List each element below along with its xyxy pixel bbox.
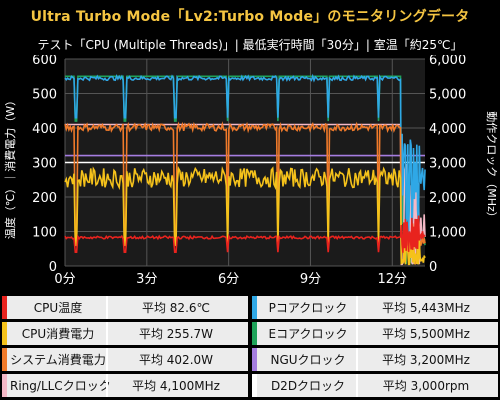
legend-series-name: Eコアクロック xyxy=(268,327,348,341)
legend-swatch xyxy=(252,322,257,345)
legend: CPU温度 平均 82.6℃ CPU消費電力 平均 255.7W システム消費電力 平均 … xyxy=(0,296,500,400)
series-line-CPU消費電力 xyxy=(64,165,426,266)
legend-series-average: 平均 82.6℃ xyxy=(141,301,210,315)
legend-swatch xyxy=(252,348,257,371)
legend-series-average: 平均 5,500MHz xyxy=(382,327,470,341)
x-tick-label: 12分 xyxy=(377,272,407,287)
legend-series-name: NGUクロック xyxy=(270,353,346,367)
legend-series-average: 平均 3,200MHz xyxy=(382,353,470,367)
series-line-CPU温度 xyxy=(64,215,426,253)
y-right-tick-label: 6,000 xyxy=(429,55,466,68)
legend-swatch xyxy=(2,374,7,397)
legend-series-average: 平均 5,443MHz xyxy=(382,301,470,315)
x-tick-label: 3分 xyxy=(136,272,157,287)
y-left-tick-label: 600 xyxy=(32,55,57,68)
legend-entry: NGUクロック 平均 3,200MHz xyxy=(252,348,498,372)
y-axis-right-label: 動作クロック（MHz） xyxy=(485,111,499,223)
chart-title: Ultra Turbo Mode「Lv2:Turbo Mode」のモニタリングデ… xyxy=(30,9,470,25)
legend-entry: D2Dクロック 平均 3,000rpm xyxy=(252,374,498,398)
legend-entry: Eコアクロック 平均 5,500MHz xyxy=(252,322,498,346)
y-right-tick-label: 2,000 xyxy=(429,191,466,206)
legend-swatch xyxy=(252,296,257,319)
legend-entry: Ring/LLCクロック 平均 4,100MHz xyxy=(2,374,248,398)
legend-separator xyxy=(106,374,108,397)
y-left-tick-label: 100 xyxy=(32,226,57,241)
legend-entry: CPU消費電力 平均 255.7W xyxy=(2,322,248,346)
y-left-tick-label: 200 xyxy=(32,191,57,206)
legend-entry: CPU温度 平均 82.6℃ xyxy=(2,296,248,320)
legend-entry: Pコアクロック 平均 5,443MHz xyxy=(252,296,498,320)
y-right-tick-label: 4,000 xyxy=(429,122,466,137)
legend-separator xyxy=(356,296,358,319)
series-line-システム消費電力 xyxy=(64,121,426,266)
legend-series-average: 平均 255.7W xyxy=(138,327,214,341)
y-left-tick-label: 500 xyxy=(32,88,57,103)
legend-separator xyxy=(356,322,358,345)
legend-separator xyxy=(106,348,108,371)
legend-series-name: Pコアクロック xyxy=(268,301,348,315)
legend-swatch xyxy=(2,296,7,319)
legend-series-average: 平均 4,100MHz xyxy=(132,379,220,393)
series-line-Pコアクロック xyxy=(64,73,426,237)
line-chart: 0 100 200 300 400 500 600 0 1,000 2,000 3,000 4,00… xyxy=(3,55,499,287)
legend-series-average: 平均 3,000rpm xyxy=(382,379,470,393)
y-right-tick-label: 0 xyxy=(429,260,437,275)
legend-separator xyxy=(356,348,358,371)
y-axis-left-label: 温度（℃）｜消費電力（W） xyxy=(3,95,17,239)
legend-series-name: CPU消費電力 xyxy=(21,327,95,341)
legend-separator xyxy=(106,296,108,319)
y-right-tick-label: 3,000 xyxy=(429,157,466,172)
chart-subtitle: テスト「CPU (Multiple Threads)」| 最低実行時間「30分」… xyxy=(37,38,463,52)
y-left-tick-label: 0 xyxy=(49,260,57,275)
y-right-tick-label: 1,000 xyxy=(429,226,466,241)
y-left-tick-label: 300 xyxy=(32,157,57,172)
legend-series-name: Ring/LLCクロック xyxy=(10,379,111,393)
legend-separator xyxy=(356,374,358,397)
legend-series-average: 平均 402.0W xyxy=(138,353,214,367)
legend-series-name: CPU温度 xyxy=(33,301,83,315)
legend-series-name: システム消費電力 xyxy=(10,353,106,367)
legend-series-name: D2Dクロック xyxy=(270,379,346,393)
legend-separator xyxy=(106,322,108,345)
x-tick-label: 6分 xyxy=(218,272,239,287)
x-tick-label: 9分 xyxy=(300,272,321,287)
y-right-tick-label: 5,000 xyxy=(429,88,466,103)
legend-entry: システム消費電力 平均 402.0W xyxy=(2,348,248,372)
x-tick-label: 0分 xyxy=(54,272,75,287)
y-left-tick-label: 400 xyxy=(32,122,57,137)
legend-swatch xyxy=(2,322,7,345)
legend-swatch xyxy=(252,374,257,397)
legend-swatch xyxy=(2,348,7,371)
